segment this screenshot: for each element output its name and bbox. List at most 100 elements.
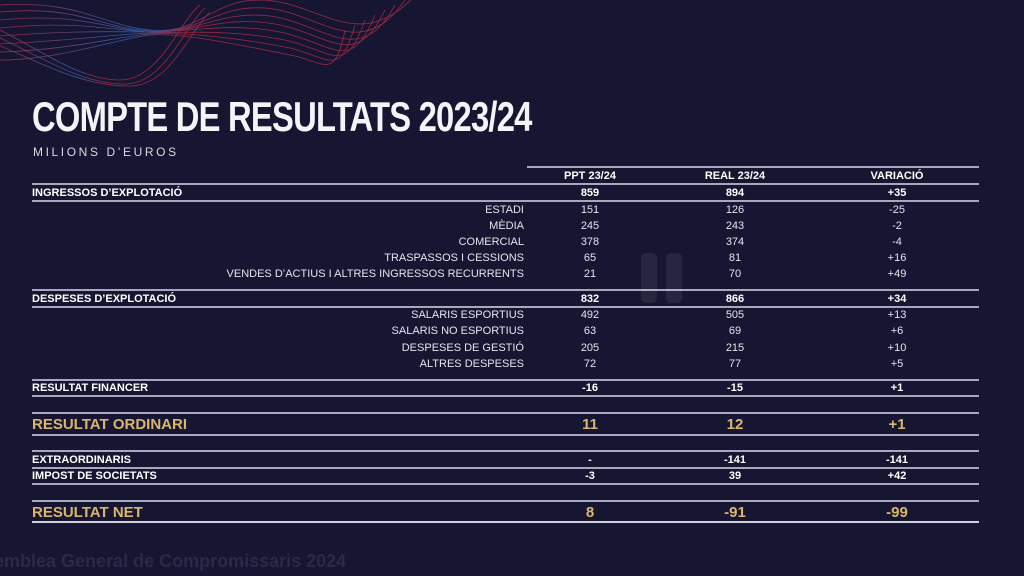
value-real: -91 xyxy=(724,504,746,521)
divider xyxy=(32,183,979,185)
table-row: ALTRES DESPESES 72 77 +5 xyxy=(32,356,979,372)
value-variacio: -99 xyxy=(886,504,908,521)
column-header-variacio: VARIACIÓ xyxy=(870,170,924,182)
divider xyxy=(32,395,979,397)
value-ppt: 8 xyxy=(585,504,595,521)
value-variacio: -4 xyxy=(892,236,902,248)
value-real: -141 xyxy=(723,454,747,466)
divider xyxy=(527,166,979,168)
table-row: DESPESES DE GESTIÓ 205 215 +10 xyxy=(32,340,979,356)
row-label: RESULTAT ORDINARI xyxy=(32,416,187,433)
value-real: 70 xyxy=(728,268,742,280)
value-real: 866 xyxy=(725,293,745,305)
row-label: DESPESES D’EXPLOTACIÓ xyxy=(32,293,177,305)
value-ppt: 72 xyxy=(583,358,597,370)
value-variacio: +1 xyxy=(890,382,904,394)
divider xyxy=(32,200,979,202)
value-real: 126 xyxy=(725,204,745,216)
divider xyxy=(32,500,979,502)
table-row: VENDES D’ACTIUS I ALTRES INGRESSOS RECUR… xyxy=(32,266,979,282)
divider xyxy=(32,379,979,381)
value-ppt: 205 xyxy=(580,342,600,354)
page-title: COMPTE DE RESULTATS 2023/24 xyxy=(32,93,532,140)
table-row-ingressos: INGRESSOS D’EXPLOTACIÓ 859 894 +35 xyxy=(32,185,979,201)
row-label: IMPOST DE SOCIETATS xyxy=(32,470,157,482)
value-ppt: 245 xyxy=(580,220,600,232)
column-header-ppt: PPT 23/24 xyxy=(564,170,616,182)
value-real: 81 xyxy=(728,252,742,264)
table-row-financer: RESULTAT FINANCER -16 -15 +1 xyxy=(32,380,979,396)
table-row-impost: IMPOST DE SOCIETATS -3 39 +42 xyxy=(32,468,979,484)
value-real: 77 xyxy=(728,358,742,370)
row-label: ALTRES DESPESES xyxy=(419,358,524,370)
table-row-despeses: DESPESES D’EXPLOTACIÓ 832 866 +34 xyxy=(32,291,979,307)
row-label: VENDES D’ACTIUS I ALTRES INGRESSOS RECUR… xyxy=(226,268,524,280)
row-label: EXTRAORDINARIS xyxy=(32,454,132,466)
table-row: TRASPASSOS I CESSIONS 65 81 +16 xyxy=(32,250,979,266)
value-real: 374 xyxy=(725,236,745,248)
value-ppt: 492 xyxy=(580,309,600,321)
value-real: 243 xyxy=(725,220,745,232)
value-variacio: +10 xyxy=(887,342,907,354)
value-variacio: +5 xyxy=(890,358,904,370)
divider xyxy=(32,412,979,414)
table-row: SALARIS NO ESPORTIUS 63 69 +6 xyxy=(32,323,979,339)
value-ppt: 859 xyxy=(580,187,600,199)
value-variacio: -141 xyxy=(885,454,909,466)
row-label: COMERCIAL xyxy=(458,236,524,248)
value-variacio: -25 xyxy=(889,204,905,216)
value-real: 39 xyxy=(728,470,742,482)
value-ppt: 378 xyxy=(580,236,600,248)
table-row: MÈDIA 245 243 -2 xyxy=(32,218,979,234)
value-real: 894 xyxy=(725,187,745,199)
value-variacio: +13 xyxy=(887,309,907,321)
value-variacio: +1 xyxy=(888,416,906,433)
table-row-resultat-net: RESULTAT NET 8 -91 -99 xyxy=(32,502,979,524)
value-variacio: +49 xyxy=(887,268,907,280)
divider xyxy=(32,483,979,485)
value-variacio: +34 xyxy=(887,293,907,305)
row-label: DESPESES DE GESTIÓ xyxy=(401,342,524,354)
divider xyxy=(32,289,979,291)
row-label: ESTADI xyxy=(485,204,524,216)
table-header-row: PPT 23/24 REAL 23/24 VARIACIÓ xyxy=(32,168,979,184)
row-label: SALARIS NO ESPORTIUS xyxy=(391,325,524,337)
table-row-extraordinaris: EXTRAORDINARIS - -141 -141 xyxy=(32,452,979,468)
row-label: RESULTAT NET xyxy=(32,504,143,521)
table-row-resultat-ordinari: RESULTAT ORDINARI 11 12 +1 xyxy=(32,414,979,436)
table-row: ESTADI 151 126 -25 xyxy=(32,202,979,218)
value-real: 69 xyxy=(728,325,742,337)
divider xyxy=(32,450,979,452)
value-real: 505 xyxy=(725,309,745,321)
value-ppt: 11 xyxy=(582,416,598,433)
value-ppt: -16 xyxy=(582,382,598,394)
row-label: INGRESSOS D’EXPLOTACIÓ xyxy=(32,187,183,199)
value-ppt: 21 xyxy=(583,268,597,280)
row-label: SALARIS ESPORTIUS xyxy=(411,309,524,321)
value-real: -15 xyxy=(727,382,743,394)
page-subtitle: MILIONS D’EUROS xyxy=(33,145,179,159)
value-ppt: 63 xyxy=(583,325,597,337)
footer-text: emblea General de Compromissaris 2024 xyxy=(0,551,347,571)
table-row: SALARIS ESPORTIUS 492 505 +13 xyxy=(32,307,979,323)
value-ppt: 65 xyxy=(583,252,597,264)
column-header-real: REAL 23/24 xyxy=(704,170,766,182)
value-variacio: +35 xyxy=(887,187,907,199)
value-variacio: +42 xyxy=(887,470,907,482)
value-variacio: +16 xyxy=(887,252,907,264)
pause-icon[interactable] xyxy=(641,253,683,303)
row-label: TRASPASSOS I CESSIONS xyxy=(384,252,524,264)
row-label: RESULTAT FINANCER xyxy=(32,382,149,394)
value-variacio: +6 xyxy=(890,325,904,337)
divider xyxy=(32,467,979,469)
value-ppt: 151 xyxy=(580,204,600,216)
value-ppt: -3 xyxy=(585,470,595,482)
divider xyxy=(32,434,979,436)
value-real: 12 xyxy=(726,416,744,433)
value-variacio: -2 xyxy=(892,220,902,232)
table-row: COMERCIAL 378 374 -4 xyxy=(32,234,979,250)
divider xyxy=(32,521,979,523)
divider xyxy=(32,306,979,308)
value-real: 215 xyxy=(725,342,745,354)
value-ppt: 832 xyxy=(580,293,600,305)
